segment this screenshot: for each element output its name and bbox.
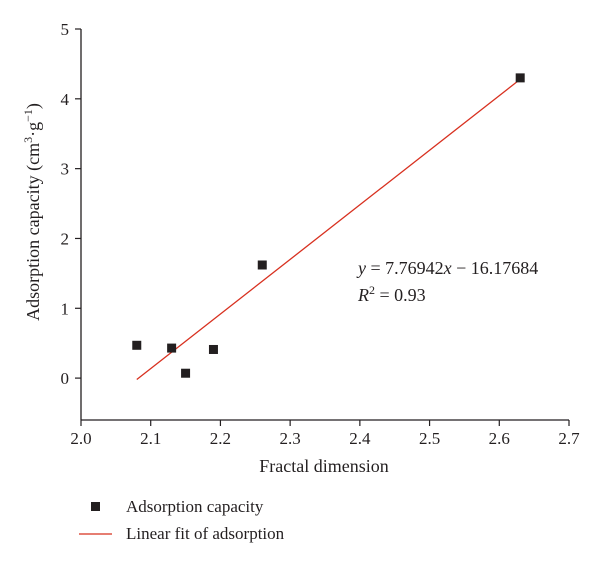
x-axis-ticks: 2.0 2.1 2.2 2.3 2.4 2.5 2.6 2.7: [70, 420, 580, 448]
y-tick-label: 1: [61, 299, 70, 318]
plot-frame: [80, 29, 569, 421]
legend-marker-square: [91, 502, 100, 511]
x-tick-label: 2.1: [140, 429, 161, 448]
data-point: [167, 343, 177, 353]
regression-equation: y = 7.76942x − 16.17684: [356, 258, 538, 278]
data-point: [208, 344, 218, 354]
x-tick-label: 2.6: [489, 429, 510, 448]
y-axis-ticks: 0 1 2 3 4 5: [61, 20, 81, 388]
data-point: [515, 73, 525, 83]
y-axis-title: Adsorption capacity (cm3·g−1): [21, 103, 44, 321]
y-tick-label: 0: [61, 369, 70, 388]
y-tick-label: 3: [61, 160, 70, 179]
y-tick-label: 5: [61, 20, 70, 39]
fit-line: [136, 78, 521, 381]
y-tick-label: 2: [61, 229, 70, 248]
x-tick-label: 2.4: [349, 429, 371, 448]
x-axis-title: Fractal dimension: [259, 456, 388, 476]
legend-label-fit: Linear fit of adsorption: [126, 524, 285, 543]
r-squared-label: R2 = 0.93: [357, 283, 426, 305]
legend-label-scatter: Adsorption capacity: [126, 497, 264, 516]
legend: Adsorption capacity Linear fit of adsorp…: [79, 497, 285, 543]
data-point: [132, 340, 142, 350]
data-point: [181, 368, 191, 378]
x-tick-label: 2.7: [558, 429, 580, 448]
x-tick-label: 2.5: [419, 429, 440, 448]
x-tick-label: 2.0: [70, 429, 91, 448]
data-point: [257, 260, 267, 270]
fit-line-layer: [136, 78, 521, 381]
scatter-points-layer: [132, 73, 525, 378]
x-tick-label: 2.3: [280, 429, 301, 448]
y-tick-label: 4: [61, 90, 70, 109]
x-tick-label: 2.2: [210, 429, 231, 448]
